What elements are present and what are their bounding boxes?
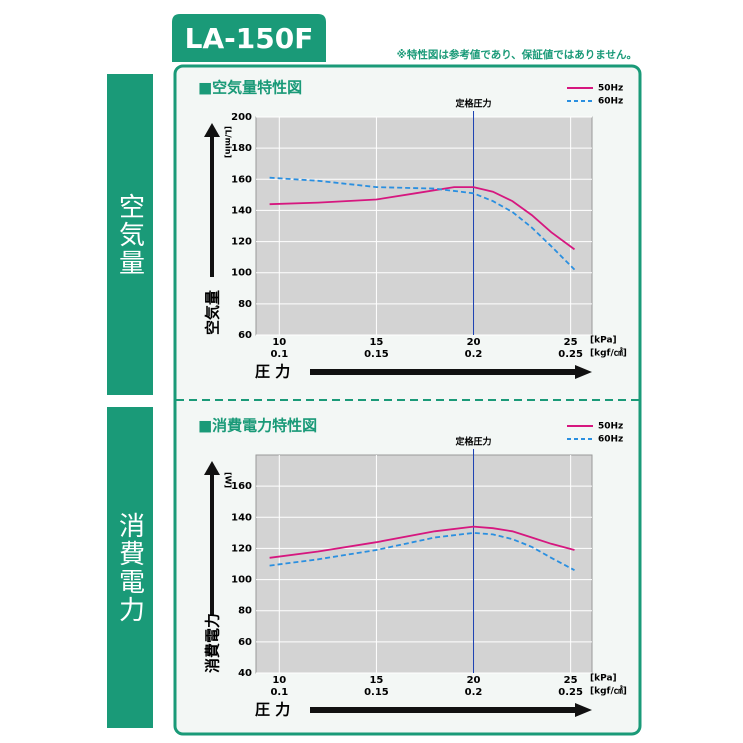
legend-label: 50Hz <box>598 422 623 432</box>
x-tick-label: 10 <box>272 337 286 348</box>
y-unit: [W] <box>224 472 233 488</box>
x-tick-label-kgf: 0.2 <box>465 349 483 360</box>
x-tick-label-kgf: 0.1 <box>270 687 288 698</box>
x-tick-label-kgf: 0.1 <box>270 349 288 360</box>
x-tick-label: 25 <box>564 337 578 348</box>
plot-area <box>255 454 593 674</box>
legend-label: 60Hz <box>598 97 623 107</box>
legend-label: 50Hz <box>598 84 623 94</box>
annotation: 定格圧力 <box>455 436 492 448</box>
x-unit: [kPa] <box>590 674 617 684</box>
note: ※特性図は参考値であり、保証値ではありません。 <box>397 48 637 61</box>
y-tick-label: 200 <box>231 112 252 123</box>
x-tick-label-kgf: 0.25 <box>558 687 583 698</box>
plot-area <box>255 116 593 336</box>
y-unit: [L/min] <box>224 126 233 158</box>
x-tick-label: 20 <box>467 337 481 348</box>
x-tick-label: 15 <box>369 337 383 348</box>
y-label: 消費電力 <box>204 613 222 673</box>
side-label: 消費電力 <box>107 407 153 728</box>
series-line <box>269 531 575 571</box>
x-arrow <box>310 703 592 717</box>
y-tick-label: 80 <box>238 299 252 310</box>
x-label: 圧 力 <box>255 701 290 719</box>
x-unit: [kPa] <box>590 336 617 346</box>
annotation: 定格圧力 <box>455 98 492 110</box>
y-tick-label: 160 <box>231 174 252 185</box>
y-tick-label: 100 <box>231 575 252 586</box>
y-tick-label: 160 <box>231 481 252 492</box>
y-label: 空気量 <box>204 290 222 335</box>
model: LA-150F <box>185 22 314 55</box>
x-tick-label-kgf: 0.2 <box>465 687 483 698</box>
legend-label: 60Hz <box>598 435 623 445</box>
y-tick-label: 100 <box>231 268 252 279</box>
y-tick-label: 40 <box>238 668 252 679</box>
x-tick-label: 10 <box>272 675 286 686</box>
chart-title: ■空気量特性図 <box>198 79 302 97</box>
x-tick-label-kgf: 0.15 <box>364 687 389 698</box>
series-line <box>269 186 576 251</box>
y-tick-label: 120 <box>231 237 252 248</box>
x-arrow <box>310 365 592 379</box>
model-tab <box>172 14 326 62</box>
y-arrow-head <box>204 461 220 475</box>
x-tick-label-kgf: 0.15 <box>364 349 389 360</box>
y-tick-label: 140 <box>231 512 252 523</box>
y-tick-label: 140 <box>231 205 252 216</box>
x-tick-label: 20 <box>467 675 481 686</box>
x-tick-label-kgf: 0.25 <box>558 349 583 360</box>
chart-title: ■消費電力特性図 <box>198 417 317 435</box>
side-label: 空気量 <box>107 74 153 395</box>
y-tick-label: 60 <box>238 330 252 341</box>
x-unit: [kgf/㎠] <box>590 685 627 697</box>
y-tick-label: 60 <box>238 637 252 648</box>
x-unit: [kgf/㎠] <box>590 347 627 359</box>
x-tick-label: 25 <box>564 675 578 686</box>
x-label: 圧 力 <box>255 363 290 381</box>
series-line <box>269 525 575 559</box>
y-tick-label: 120 <box>231 543 252 554</box>
y-tick-label: 80 <box>238 606 252 617</box>
x-tick-label: 15 <box>369 675 383 686</box>
y-arrow-head <box>204 123 220 137</box>
y-tick-label: 180 <box>231 143 252 154</box>
